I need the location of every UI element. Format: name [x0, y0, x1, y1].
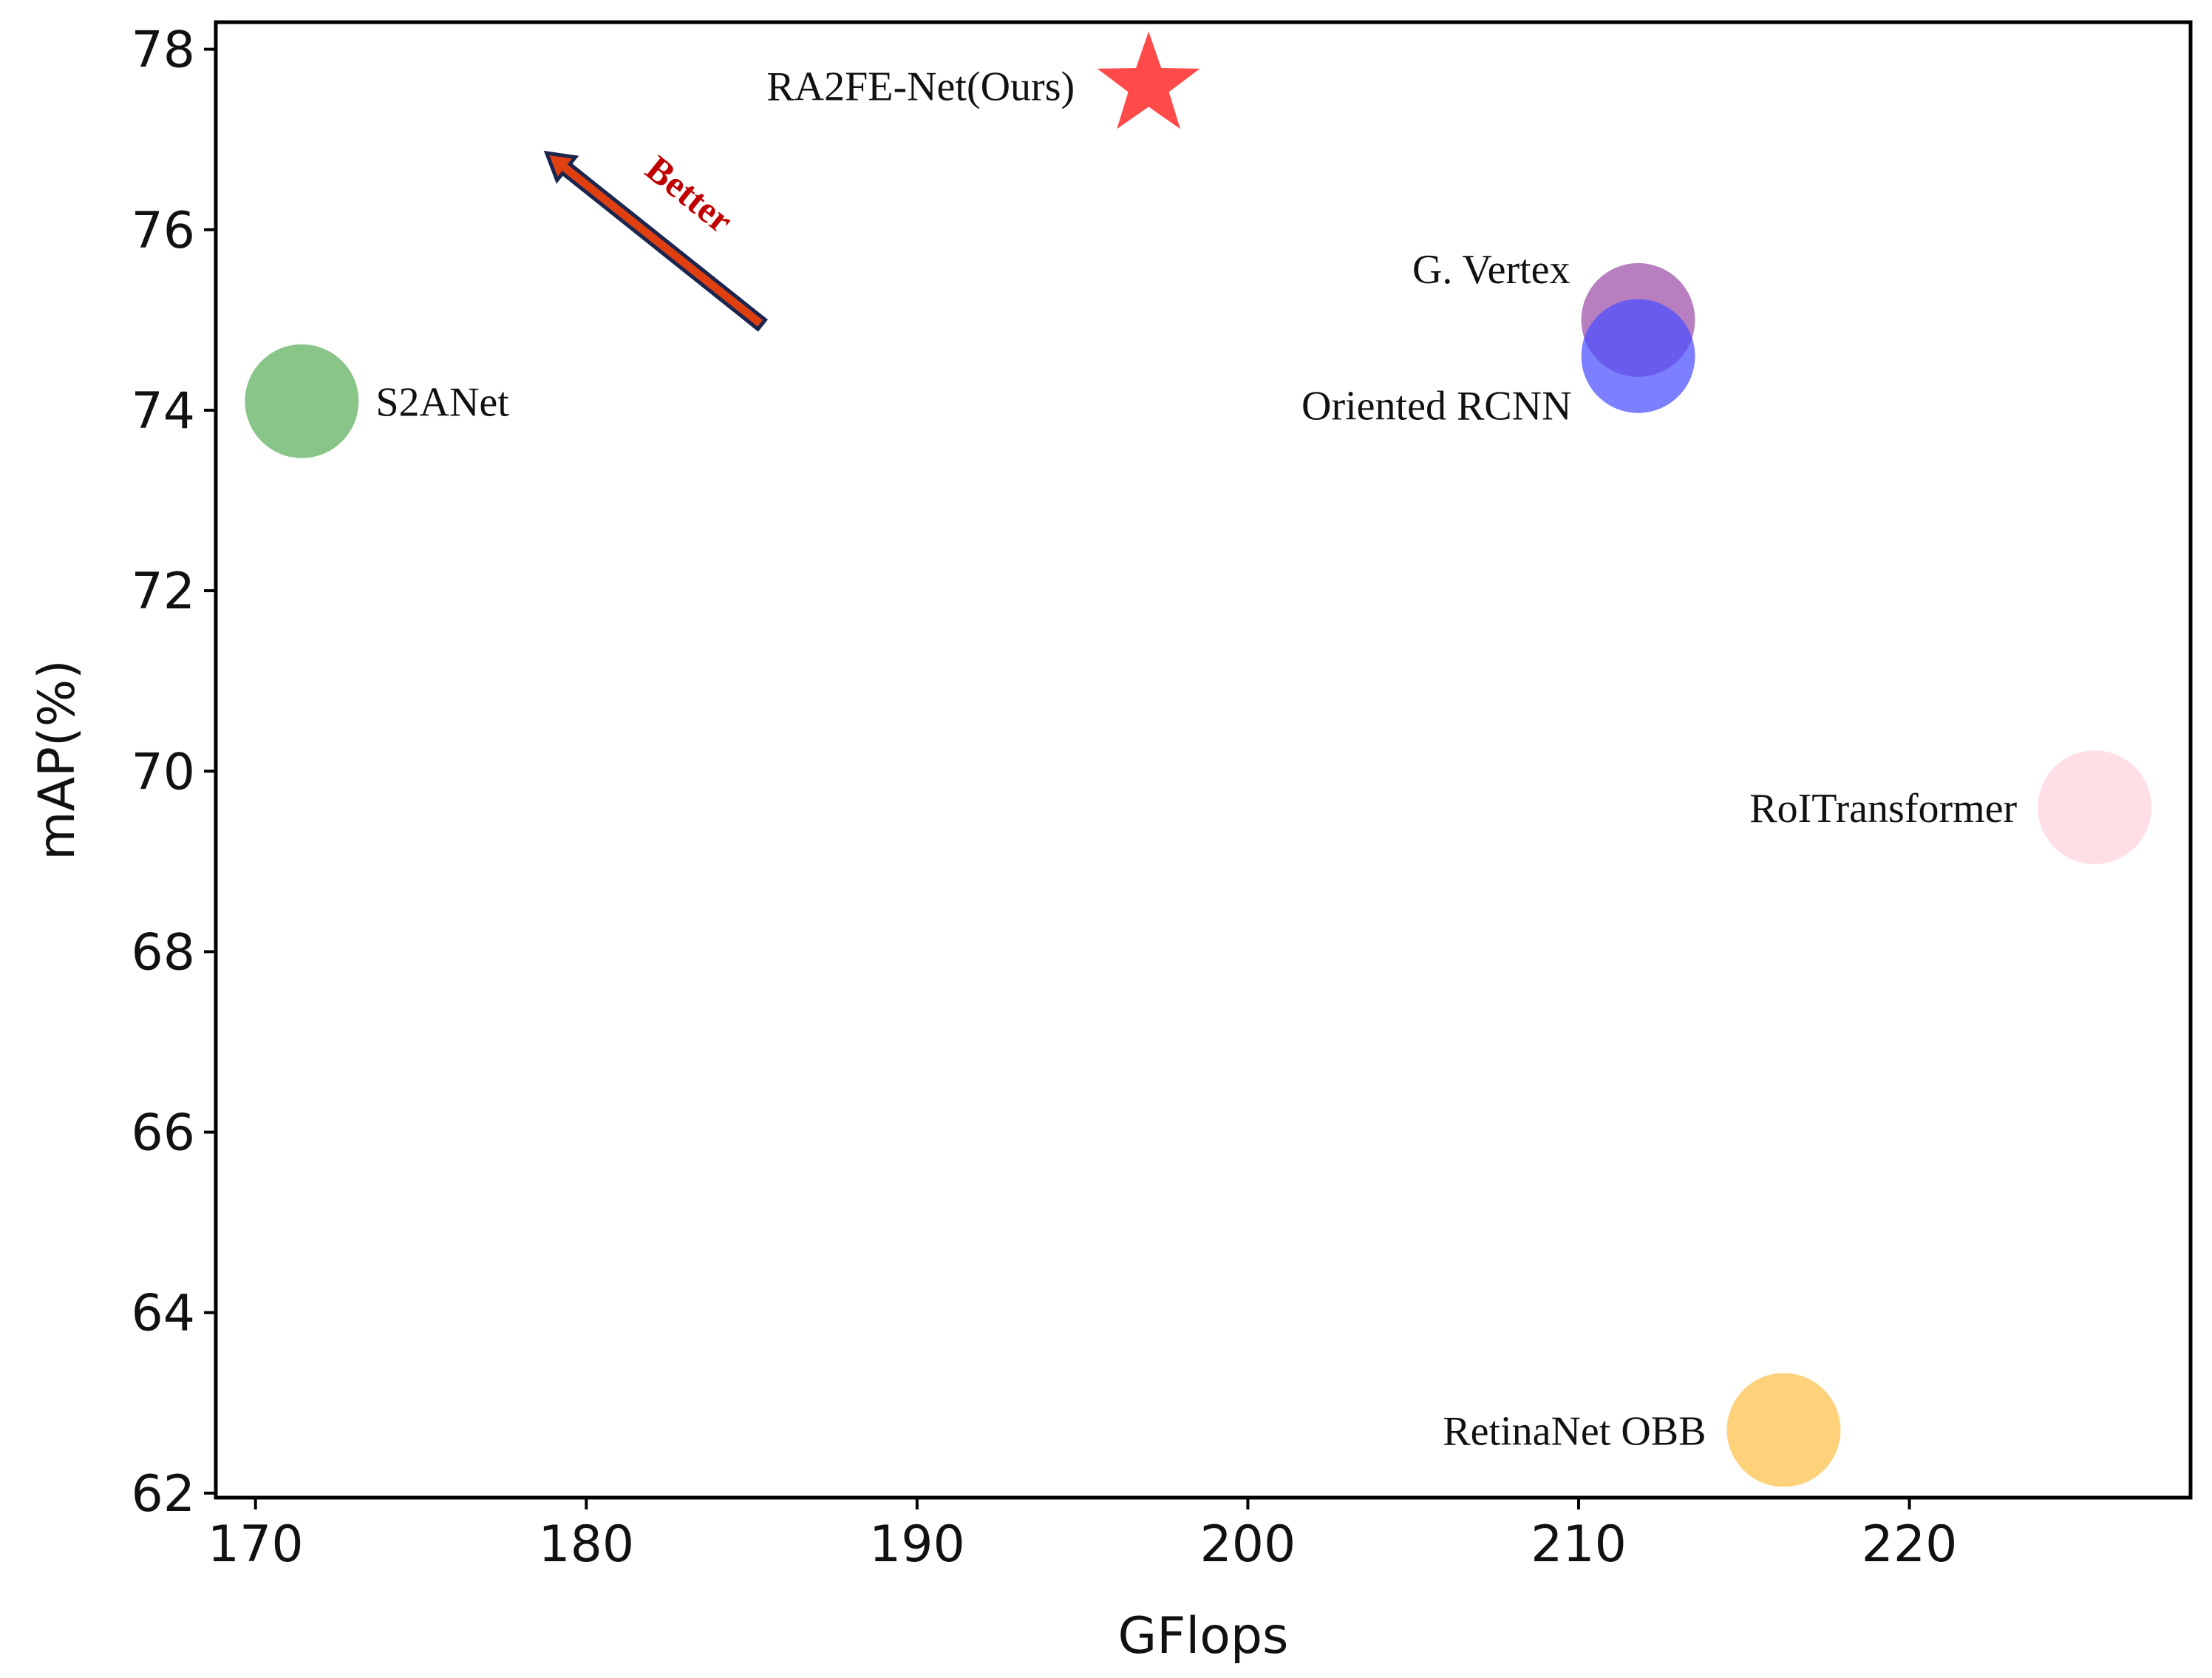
- point-label-s2anet: S2ANet: [375, 380, 509, 426]
- x-tick-label: 210: [1531, 1515, 1627, 1574]
- point-label-retinanet-obb: RetinaNet OBB: [1443, 1408, 1706, 1454]
- point-s2anet: [245, 344, 359, 458]
- x-tick-label: 200: [1200, 1515, 1296, 1574]
- point-roitransformer: [2038, 750, 2152, 865]
- y-tick-label: 72: [131, 563, 195, 621]
- point-ra2fe-net-ours-star-marker: [1097, 31, 1200, 129]
- y-tick-label: 78: [131, 21, 195, 80]
- point-label-oriented-rcnn: Oriented RCNN: [1301, 384, 1572, 429]
- y-tick-label: 76: [131, 202, 195, 260]
- x-tick-label: 190: [869, 1515, 965, 1574]
- x-tick-label: 220: [1862, 1515, 1958, 1574]
- y-tick-label: 62: [131, 1465, 195, 1524]
- point-label-g-vertex: G. Vertex: [1412, 247, 1570, 293]
- x-tick-label: 180: [538, 1515, 634, 1574]
- better-annotation: Better: [543, 147, 769, 332]
- y-tick-label: 74: [131, 382, 195, 441]
- point-oriented-rcnn: [1581, 299, 1695, 413]
- point-retinanet-obb: [1726, 1373, 1841, 1487]
- y-axis-title: mAP(%): [28, 659, 86, 860]
- point-label-ra2fe-net-ours: RA2FE-Net(Ours): [766, 64, 1075, 109]
- data-points: [245, 31, 2152, 1487]
- better-label: Better: [639, 147, 741, 241]
- y-tick-label: 70: [131, 743, 195, 801]
- x-axis-title: GFlops: [1118, 1607, 1289, 1665]
- y-tick-label: 66: [131, 1104, 195, 1163]
- x-tick-label: 170: [208, 1515, 304, 1574]
- point-labels: RA2FE-Net(Ours) G. Vertex Oriented RCNN S2A…: [375, 64, 2017, 1454]
- axis-ticks: 170 180 190 200 210 220 62 64 66 68 70 72 74 76 78: [131, 21, 1957, 1574]
- point-label-roitransformer: RoITransformer: [1749, 786, 2017, 832]
- y-tick-label: 68: [131, 923, 195, 982]
- plot-frame: [214, 20, 2193, 1500]
- y-tick-label: 64: [131, 1285, 195, 1343]
- better-arrow: [543, 150, 769, 332]
